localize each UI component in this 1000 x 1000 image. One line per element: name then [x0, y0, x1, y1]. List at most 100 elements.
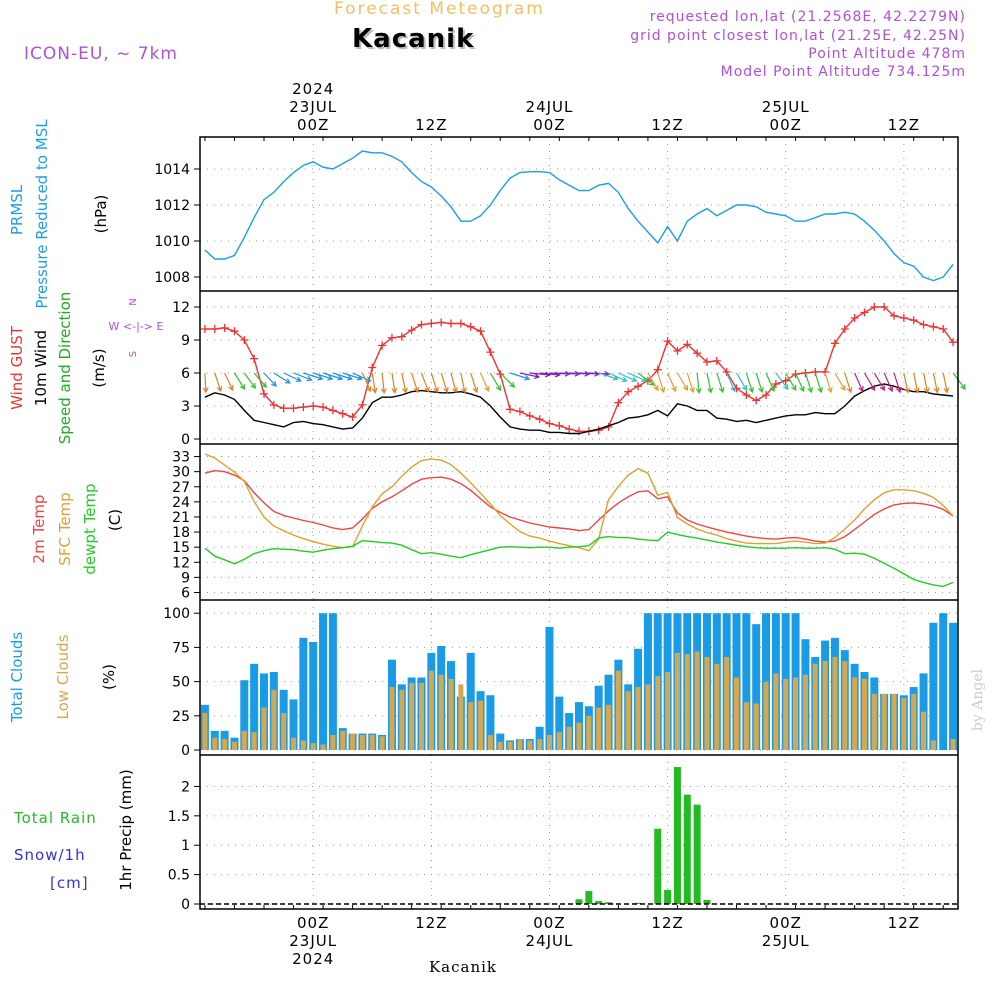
gust-marker	[397, 332, 406, 341]
low-clouds-bar	[596, 707, 602, 750]
wind-direction-arrow	[922, 372, 930, 394]
y-tick-label: 1.5	[168, 809, 190, 825]
low-clouds-bar	[409, 682, 415, 750]
gust-marker	[200, 325, 209, 333]
low-clouds-bar	[291, 737, 297, 750]
y-tick-label: 1010	[154, 234, 190, 250]
time-label-top: 12Z	[415, 116, 447, 134]
pressure-line	[204, 150, 954, 282]
wind-direction-arrow	[293, 372, 313, 382]
wind-direction-arrow	[765, 372, 776, 393]
wind-direction-arrow	[460, 372, 467, 394]
gust-marker	[210, 325, 219, 333]
y-tick-label: 18	[172, 525, 190, 541]
wind-direction-arrow	[676, 372, 689, 392]
gust-marker	[722, 367, 731, 376]
y-tick-label: 75	[172, 640, 190, 656]
total-clouds-bar	[466, 652, 475, 750]
y-tick-label: 25	[172, 709, 190, 725]
wind-direction-arrow	[273, 372, 291, 384]
wind-direction-arrow	[726, 372, 736, 393]
y-tick-label: 0	[181, 432, 190, 448]
wind-direction-arrow	[499, 372, 516, 388]
gust-marker	[909, 316, 918, 325]
y-tick-label: 15	[172, 540, 190, 556]
low-clouds-bar	[300, 740, 306, 750]
low-clouds-bar	[350, 733, 356, 750]
time-label-bottom: 00Z	[770, 914, 802, 932]
wind-direction-arrow	[253, 372, 267, 388]
gust-marker	[368, 363, 377, 372]
wind-direction-arrow	[391, 372, 398, 394]
gust-marker	[378, 341, 387, 350]
total-clouds-bar	[929, 622, 938, 750]
compass-west-east: W <-|-> E	[109, 320, 164, 333]
low-clouds-bar	[281, 713, 287, 750]
gust-marker	[949, 338, 958, 347]
gust-marker	[220, 323, 229, 332]
gust-marker	[525, 411, 534, 420]
wind-direction-arrow	[883, 372, 894, 393]
gust-marker	[919, 320, 928, 329]
time-label-bottom: 25JUL	[762, 932, 810, 950]
low-clouds-bar	[901, 698, 907, 750]
low-clouds-bar	[468, 702, 474, 750]
gust-marker	[762, 391, 771, 399]
low-clouds-bar	[802, 674, 808, 750]
low-clouds-bar	[763, 681, 769, 750]
wind-direction-arrow	[608, 372, 628, 383]
gust-marker	[830, 339, 839, 348]
low-clouds-bar	[842, 661, 848, 750]
gust-marker	[259, 389, 268, 398]
wind-direction-arrow	[519, 372, 541, 380]
gust-marker	[309, 402, 318, 410]
total-clouds-bar	[240, 680, 249, 750]
low-clouds-bar	[822, 661, 828, 750]
wind-direction-arrow	[322, 372, 344, 381]
wind-direction-arrow	[785, 372, 797, 392]
wind-direction-arrow	[795, 372, 805, 393]
low-clouds-bar	[448, 678, 454, 750]
y-tick-label: 2	[181, 779, 190, 795]
rain-bar	[654, 828, 662, 904]
wind-direction-arrow	[686, 372, 695, 394]
wind-direction-arrow	[913, 372, 920, 394]
gust-marker	[614, 398, 623, 407]
y-tick-label: 1008	[154, 270, 190, 286]
gust-marker	[624, 387, 633, 396]
low-clouds-bar	[222, 739, 228, 750]
wind-direction-arrow	[214, 372, 223, 393]
time-label-top: 12Z	[651, 116, 683, 134]
total-clouds-bar	[555, 696, 564, 750]
total-clouds-bar	[742, 613, 751, 750]
gust-marker	[742, 391, 751, 399]
wind-direction-arrow	[873, 372, 885, 392]
low-clouds-bar	[950, 739, 956, 750]
low-clouds-bar	[527, 740, 533, 750]
gust-marker	[673, 347, 682, 355]
total-clouds-bar	[299, 637, 308, 750]
gust-marker	[850, 314, 859, 322]
gust-marker	[240, 336, 249, 344]
compass-north: N	[128, 298, 139, 305]
gust-marker	[348, 413, 357, 421]
gust-marker	[545, 419, 554, 428]
low-clouds-bar	[606, 704, 612, 750]
dewpt-temp-line	[204, 531, 954, 588]
temp-dewpt-label: dewpt Temp	[81, 483, 99, 574]
time-label-top: 00Z	[770, 116, 802, 134]
low-clouds-bar	[202, 713, 208, 750]
low-clouds-bar	[497, 741, 503, 750]
total-clouds-bar	[939, 613, 948, 750]
wind-direction-arrow	[313, 372, 334, 381]
total-clouds-bar	[752, 624, 761, 750]
low-clouds-bar	[537, 739, 543, 750]
low-clouds-bar	[546, 734, 552, 750]
low-clouds-bar	[891, 693, 897, 750]
requested-coordinates: requested lon,lat (21.2568E, 42.2279N)	[649, 9, 966, 25]
wind-10m-label: 10m Wind	[32, 330, 50, 406]
wind-direction-arrow	[932, 372, 940, 394]
time-label-top: 24JUL	[526, 98, 574, 116]
time-label-top: 23JUL	[289, 98, 337, 116]
gust-marker	[535, 415, 544, 424]
